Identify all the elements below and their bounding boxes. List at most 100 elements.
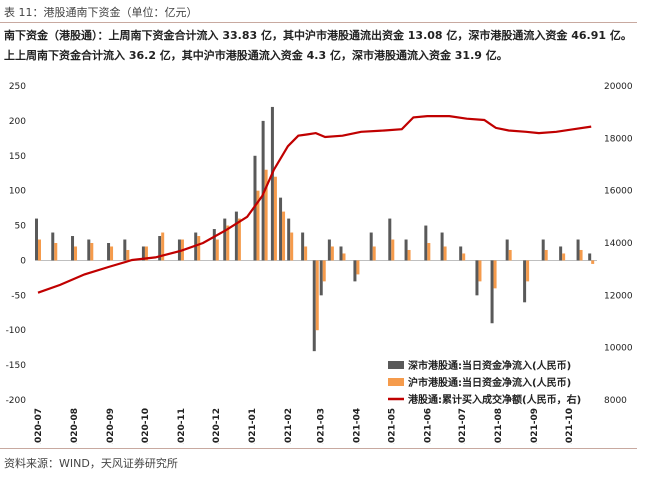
legend-swatch-shanghai <box>388 378 404 386</box>
bar-shanghai <box>443 246 447 261</box>
left-axis-tick: -200 <box>6 396 27 406</box>
right-axis-tick: 20000 <box>604 82 633 92</box>
bar-shanghai <box>273 176 277 261</box>
bar-shenzhen <box>541 239 545 261</box>
bar-shenzhen <box>440 232 444 261</box>
legend-label-cumulative: 港股通:累计买入成交净额(人民币，右) <box>408 393 581 406</box>
bar-shenzhen <box>270 106 274 261</box>
right-axis-tick: 12000 <box>604 291 633 301</box>
x-axis-tick: 2021-09 <box>530 408 540 444</box>
left-axis-tick: 100 <box>9 187 26 197</box>
bar-shanghai <box>74 246 78 261</box>
bar-shanghai <box>493 260 497 289</box>
cumulative-net-buy-line <box>37 115 592 294</box>
x-axis-tick: 2021-03 <box>316 408 326 444</box>
bar-shanghai <box>562 253 566 261</box>
bar-shanghai <box>38 239 41 261</box>
bar-shenzhen <box>459 246 463 261</box>
bar-shenzhen <box>107 243 111 261</box>
bar-shenzhen <box>319 260 323 296</box>
top-divider <box>0 22 637 23</box>
bar-shanghai <box>126 249 130 261</box>
left-axis-tick: 0 <box>20 256 26 266</box>
bar-shanghai <box>90 243 94 261</box>
bar-shenzhen <box>559 246 563 261</box>
bar-shanghai <box>161 232 165 261</box>
bar-shenzhen <box>312 260 316 352</box>
left-axis-tick: 250 <box>9 82 26 92</box>
bar-shenzhen <box>87 239 91 261</box>
bar-shanghai <box>342 253 346 261</box>
bar-shanghai <box>330 246 334 261</box>
bar-shanghai <box>110 246 114 261</box>
chart-legend: 深市港股通:当日资金净流入(人民币) 沪市港股通:当日资金净流入(人民币) 港股… <box>388 359 581 406</box>
bar-shanghai <box>315 260 319 331</box>
left-axis-tick: 200 <box>9 117 26 127</box>
bar-shenzhen <box>51 232 55 261</box>
x-axis-tick: 2021-02 <box>284 408 294 444</box>
bar-shenzhen <box>141 246 145 261</box>
bar-shenzhen <box>123 239 127 261</box>
southbound-flow-chart: 250 200 150 100 50 0 -50 -100 -150 -200 20000 1800… <box>6 82 633 444</box>
bar-shenzhen <box>339 246 343 261</box>
right-axis-tick: 8000 <box>604 396 627 406</box>
bar-shanghai <box>462 253 466 261</box>
bar-shenzhen <box>369 232 373 261</box>
bar-shenzhen <box>404 239 408 261</box>
bar-shenzhen <box>327 239 331 261</box>
bar-shenzhen <box>253 155 257 261</box>
right-axis-tick: 16000 <box>604 187 633 197</box>
left-axis-tick: -50 <box>11 291 26 301</box>
x-axis-tick: 2021-05 <box>387 408 397 444</box>
bar-shenzhen <box>287 218 291 261</box>
bar-shenzhen <box>177 239 181 261</box>
x-axis-tick: 2020-11 <box>177 408 187 444</box>
left-axis-tick: -100 <box>6 326 27 336</box>
bar-shenzhen <box>490 260 494 324</box>
bar-shenzhen <box>523 260 527 303</box>
bar-shanghai <box>290 232 294 261</box>
bar-shanghai <box>391 239 395 261</box>
x-axis-tick: 2021-01 <box>248 408 258 444</box>
bar-shanghai <box>144 246 148 261</box>
x-axis-tick: 2021-06 <box>423 408 433 444</box>
bar-shanghai <box>54 243 58 261</box>
left-axis-tick: 50 <box>15 222 27 232</box>
bar-shenzhen <box>158 236 162 261</box>
bottom-divider <box>0 448 637 449</box>
bar-shenzhen <box>576 239 580 261</box>
legend-swatch-shenzhen <box>388 361 404 369</box>
right-axis-tick: 18000 <box>604 134 633 144</box>
bar-shenzhen <box>353 260 357 282</box>
bar-shanghai <box>197 236 201 261</box>
x-axis-tick: 2020-10 <box>141 408 151 444</box>
bar-shanghai <box>407 249 411 261</box>
table-caption: 表 11：港股通南下资金（单位：亿元） <box>4 6 198 19</box>
bar-shanghai <box>526 260 530 282</box>
bar-shanghai <box>591 260 595 264</box>
legend-label-shanghai: 沪市港股通:当日资金净流入(人民币) <box>408 376 571 389</box>
x-axis-tick: 2021-08 <box>494 408 504 444</box>
left-axis-tick: -150 <box>6 361 27 371</box>
bar-shenzhen <box>212 229 216 261</box>
x-axis-tick: 2020-07 <box>34 408 44 444</box>
x-axis-tick: 2020-08 <box>70 408 80 444</box>
bar-shenzhen <box>588 253 592 261</box>
right-axis-tick: 10000 <box>604 344 633 354</box>
bar-shanghai <box>508 249 512 261</box>
bar-shanghai <box>427 243 431 261</box>
bar-shanghai <box>544 249 548 261</box>
legend-label-shenzhen: 深市港股通:当日资金净流入(人民币) <box>408 359 571 372</box>
bar-shenzhen <box>35 218 38 261</box>
bar-shanghai <box>282 211 286 261</box>
bar-shenzhen <box>301 232 305 261</box>
bar-shanghai <box>356 260 360 275</box>
bar-shenzhen <box>223 218 227 261</box>
bar-shenzhen <box>279 197 283 261</box>
bar-shanghai <box>226 225 230 261</box>
bar-shenzhen <box>388 218 392 261</box>
bar-shanghai <box>304 246 308 261</box>
bar-shenzhen <box>475 260 479 296</box>
bar-shanghai <box>372 246 376 261</box>
summary-text: 南下资金（港股通）：上周南下资金合计流入 33.83 亿，其中沪市港股通流出资金… <box>4 29 632 62</box>
